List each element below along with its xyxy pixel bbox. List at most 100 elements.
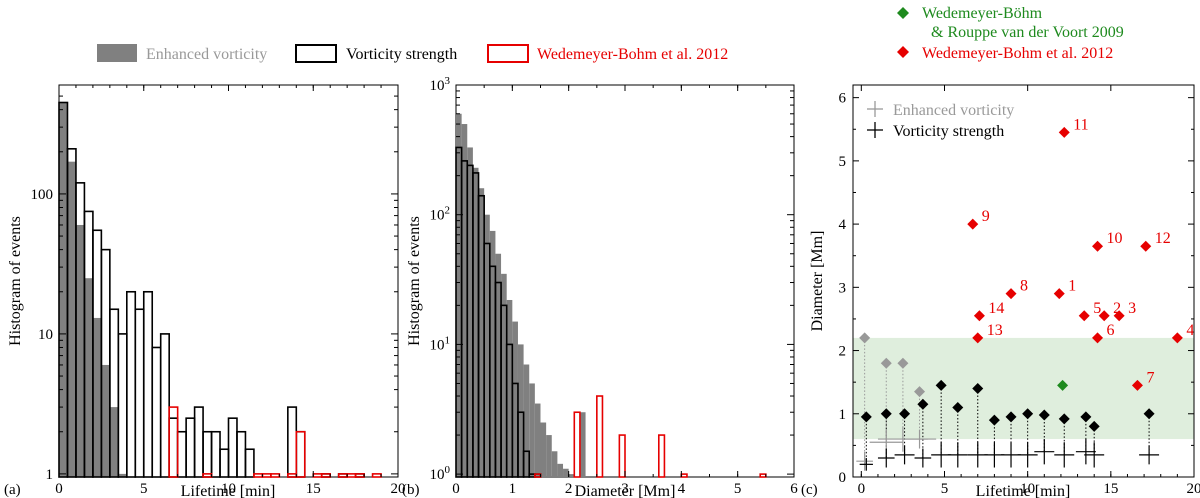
histogram-bar	[236, 430, 247, 478]
histogram-bar	[176, 430, 187, 478]
red-point-label: 10	[1107, 230, 1123, 247]
legend-red-label: Wedemeyer-Bohm et al. 2012	[922, 45, 1113, 62]
x-tick-label: 0	[858, 481, 866, 497]
red-diamond-point	[1098, 310, 1110, 322]
red-point-label: 12	[1155, 230, 1171, 247]
y-tick-label: 100	[430, 464, 451, 483]
histogram-bar	[202, 473, 213, 478]
black-diamond-point	[860, 411, 872, 423]
histogram-bar	[596, 395, 604, 478]
red-diamond-point	[1092, 332, 1104, 344]
histogram-bar	[244, 448, 255, 478]
legend-swatch-vorticity	[295, 44, 337, 63]
gray-diamond-point	[914, 386, 926, 398]
red-point-label: 1	[1068, 278, 1076, 295]
histogram-bar	[557, 463, 564, 477]
red-point-label: 9	[982, 208, 990, 225]
histogram-bar	[573, 411, 581, 478]
histogram-bar	[522, 450, 531, 478]
histogram-bar	[109, 407, 119, 477]
panel-b-xlabel: Diameter [Mm]	[575, 483, 676, 498]
red-diamond-point	[973, 310, 985, 322]
histogram-bar	[657, 434, 666, 478]
x-tick-label: 6	[790, 481, 798, 497]
black-diamond-point	[880, 408, 892, 420]
black-diamond-point	[972, 382, 984, 394]
red-point-label: 7	[1146, 369, 1154, 386]
black-diamond-point	[935, 379, 947, 391]
x-tick-label: 0	[55, 481, 63, 497]
red-diamond-point	[1005, 288, 1017, 300]
y-tick-label: 4	[839, 217, 847, 233]
histogram-bar	[287, 406, 298, 478]
histogram-bar	[540, 422, 547, 477]
histogram-bar	[568, 474, 575, 477]
red-diamond-point	[967, 218, 979, 230]
black-diamond-point	[952, 401, 964, 413]
histogram-bar	[270, 473, 281, 478]
histogram-bar	[680, 473, 688, 478]
histogram-bar	[67, 161, 76, 478]
panel-c-band	[853, 337, 1194, 440]
black-diamond-point	[1022, 408, 1034, 420]
gray-diamond-point	[897, 357, 909, 369]
histogram-bar	[101, 364, 110, 477]
x-tick-label: 5	[941, 481, 949, 497]
red-point-label: 5	[1093, 300, 1101, 317]
red-point-label: 3	[1128, 300, 1136, 317]
histogram-bar	[563, 468, 569, 477]
black-diamond-point	[1080, 411, 1092, 423]
histogram-bar	[151, 346, 162, 478]
gray-diamond-point	[880, 357, 892, 369]
histogram-bar	[84, 278, 93, 477]
red-point-label: 13	[987, 322, 1003, 339]
red-point-label: 2	[1113, 300, 1121, 317]
histogram-bar	[253, 473, 264, 478]
histogram-bar	[117, 333, 128, 478]
histogram-bar	[159, 333, 170, 478]
histogram-bar	[92, 317, 102, 477]
legend-black-cross-label: Vorticity strength	[893, 123, 1004, 140]
x-tick-label: 15	[1103, 481, 1118, 497]
red-diamond-point	[1058, 126, 1070, 138]
histogram-bar	[320, 473, 332, 478]
histogram-bar	[534, 403, 541, 477]
histogram-bar	[371, 473, 382, 478]
red-point-label: 11	[1073, 116, 1088, 133]
legend-label-wedemeyer: Wedemeyer-Bohm et al. 2012	[537, 46, 728, 63]
y-tick-label: 1	[839, 407, 847, 423]
x-tick-label: 0	[452, 481, 460, 497]
histogram-bar	[472, 167, 479, 478]
y-tick-label: 10	[38, 327, 53, 343]
histogram-bar	[517, 411, 525, 478]
red-diamond-point	[1131, 379, 1143, 391]
black-diamond-point	[1038, 409, 1050, 421]
black-diamond-point	[917, 398, 929, 410]
green-diamond-point	[1057, 379, 1069, 391]
histogram-bar	[461, 124, 468, 477]
histogram-bar	[142, 290, 154, 478]
y-tick-label: 1	[46, 467, 54, 483]
histogram-bar	[193, 406, 204, 478]
red-diamond-point	[972, 332, 984, 344]
red-point-label: 14	[988, 300, 1004, 317]
legend-green-line2: & Rouppe van der Voort 2009	[931, 24, 1124, 41]
red-diamond-point	[1092, 240, 1104, 252]
histogram-bar	[354, 473, 365, 478]
histogram-bar	[467, 147, 473, 477]
histogram-bar	[523, 364, 530, 477]
black-diamond-point	[988, 414, 1000, 426]
x-tick-label: 5	[734, 481, 742, 497]
histogram-bar	[618, 434, 626, 478]
histogram-bar	[495, 253, 502, 477]
legend-swatch-enhanced	[97, 44, 137, 62]
panel-b-label: (b)	[402, 482, 420, 498]
histogram-bar	[546, 435, 552, 477]
histogram-bar	[202, 430, 213, 478]
x-tick-label: 10	[1020, 481, 1035, 497]
histogram-bar	[551, 451, 558, 477]
legend-gray-cross-label: Enhanced vorticity	[893, 102, 1014, 119]
x-tick-label: 10	[221, 481, 236, 497]
panel-b-plot: 0 1 2 3 4 5 6 100 101 102 103	[430, 75, 799, 497]
